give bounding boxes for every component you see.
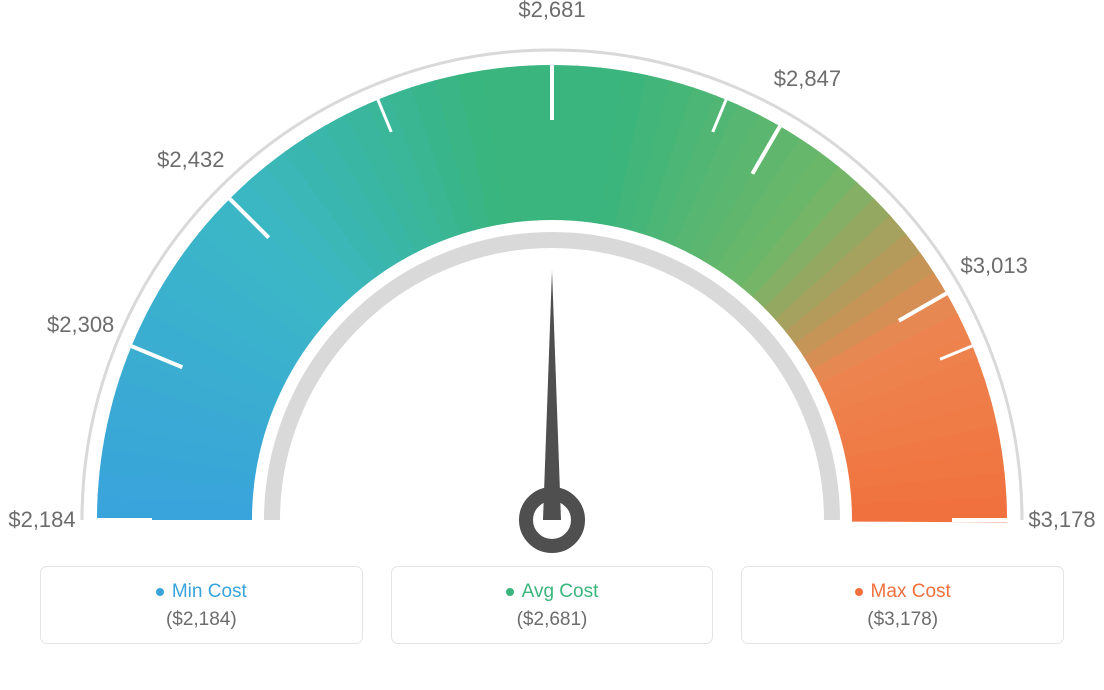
tick-label: $2,681: [518, 0, 585, 23]
legend-title-text: Max Cost: [871, 581, 951, 603]
legend-card-max: Max Cost ($3,178): [741, 566, 1064, 644]
legend-card-min: Min Cost ($2,184): [40, 566, 363, 644]
legend-title-text: Min Cost: [172, 581, 247, 603]
tick-label: $3,178: [1028, 507, 1095, 533]
dot-icon: [855, 588, 863, 596]
tick-label: $2,308: [47, 312, 114, 338]
dot-icon: [506, 588, 514, 596]
legend-value: ($2,184): [51, 609, 352, 631]
legend-value: ($2,681): [402, 609, 703, 631]
tick-label: $3,013: [961, 253, 1028, 279]
legend-row: Min Cost ($2,184) Avg Cost ($2,681) Max Cost…: [0, 566, 1104, 644]
legend-title: Max Cost: [855, 581, 951, 603]
needle: [543, 270, 561, 520]
dot-icon: [156, 588, 164, 596]
legend-title-text: Avg Cost: [522, 581, 599, 603]
legend-card-avg: Avg Cost ($2,681): [391, 566, 714, 644]
gauge-svg: [0, 0, 1104, 560]
tick-label: $2,432: [157, 147, 224, 173]
tick-label: $2,184: [8, 507, 75, 533]
tick-label: $2,847: [774, 66, 841, 92]
gauge-chart: $2,184 $2,308 $2,432 $2,681 $2,847 $3,013 $3,1…: [0, 0, 1104, 560]
legend-title: Avg Cost: [506, 581, 599, 603]
legend-value: ($3,178): [752, 609, 1053, 631]
legend-title: Min Cost: [156, 581, 247, 603]
